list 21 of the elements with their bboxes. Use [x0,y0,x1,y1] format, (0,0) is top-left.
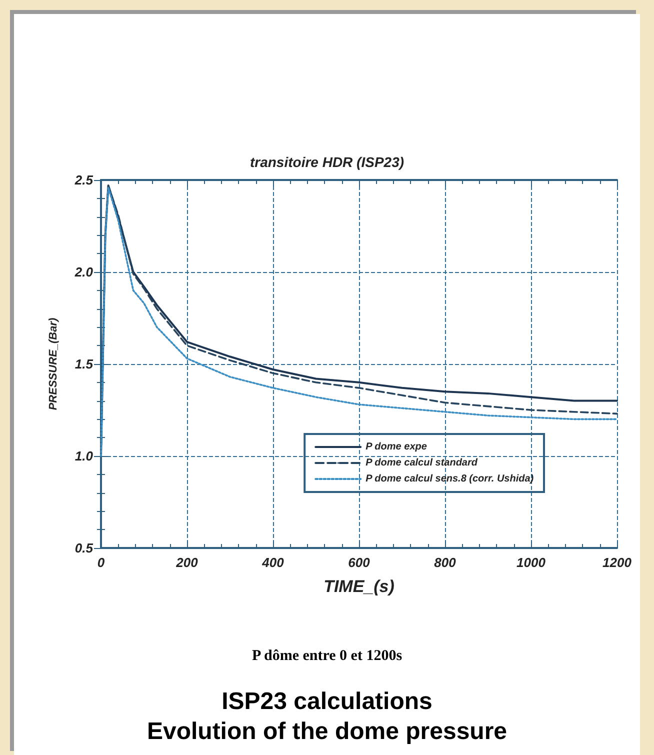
x-tick-label: 1200 [602,555,632,570]
x-tick-label: 800 [434,555,457,570]
x-tick-label: 600 [348,555,371,570]
text: P dôme entre 0 et 1200s [250,648,404,665]
x-tick-label: 200 [175,555,199,570]
x-axis-title: TIME_(s) [324,577,395,596]
legend-label: P dome expe [366,442,428,452]
y-tick-label: 0.5 [74,540,94,556]
x-tick-label: 0 [97,555,106,570]
legend-label: P dome calcul sens.8 (corr. Ushida) [366,474,534,484]
text: Evolution of the dome pressure [146,718,508,746]
y-tick-label: 1.0 [74,448,94,464]
y-axis-title: PRESSURE_(Bar) [48,318,60,410]
y-tick-label: 2.0 [74,264,94,280]
y-tick-label: 2.5 [74,172,94,188]
x-tick-label: 1000 [516,555,546,570]
x-tick-label: 400 [261,555,285,570]
chart-title: transitoire HDR (ISP23) [250,154,404,170]
text: ISP23 calculations [220,688,434,716]
legend-label: P dome calcul standard [366,458,478,468]
y-tick-label: 1.5 [74,356,94,372]
